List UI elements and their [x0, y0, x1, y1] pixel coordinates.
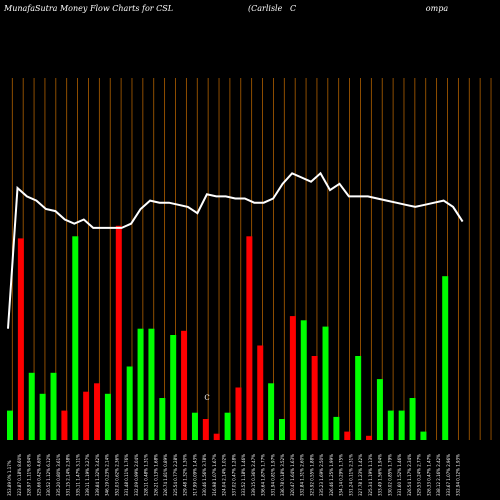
x-tick-label: 329.53 0.24% 2.77%	[417, 454, 422, 496]
money-flow-bar	[366, 435, 373, 440]
bar-series	[7, 225, 449, 440]
money-flow-bar	[7, 410, 13, 440]
money-flow-bar	[355, 356, 362, 440]
money-flow-bar	[159, 398, 166, 440]
money-flow-bar	[191, 412, 198, 440]
x-tick-label: 332.09 0.99% 2.04%	[134, 454, 139, 496]
x-tick-label: 330.52 1.12% 6.12%	[46, 454, 51, 496]
money-flow-bar	[387, 410, 394, 440]
money-flow-bar	[83, 391, 90, 440]
x-tick-label: 328.97 1.11% 8.94%	[27, 454, 32, 496]
money-flow-bar	[279, 419, 285, 440]
money-flow-bar	[235, 387, 242, 440]
money-flow-bar	[50, 372, 57, 440]
x-tick-label: 336.78 0.18% 3.52%	[280, 454, 285, 496]
money-flow-bar	[398, 410, 405, 440]
x-tick-label: 326.74 1.81% 0.89%	[163, 454, 168, 496]
money-flow-bar	[409, 398, 416, 440]
money-flow-bar	[17, 238, 24, 440]
center-label: C	[204, 394, 209, 402]
price-line	[7, 171, 464, 329]
x-tick-label: 338.12 2.16% 2.42%	[436, 454, 441, 496]
money-flow-bar	[257, 345, 264, 440]
x-tick-label: 331.48 0.11% 1.76%	[124, 454, 129, 496]
x-tick-label: 332.84 1.31% 2.60%	[300, 454, 305, 496]
x-tick-label: 320.47 1.64% 1.63%	[290, 454, 295, 496]
x-tick-label: 325.66 0.42% 4.60%	[36, 454, 41, 496]
money-flow-bar	[300, 320, 307, 440]
money-flow-bar	[420, 431, 427, 440]
money-flow-bar	[72, 236, 79, 440]
money-flow-bar	[104, 393, 111, 440]
money-flow-bar	[148, 328, 155, 440]
money-flow-bar	[94, 383, 101, 440]
x-tick-label: 316.98 1.07% 1.67%	[212, 454, 217, 496]
x-tick-label: 326.46 1.25% 1.99%	[329, 454, 334, 496]
x-tick-label: 346.19 0.23% 2.14%	[105, 454, 110, 496]
x-tick-label: 327.78 1.23% 1.42%	[358, 454, 363, 496]
x-tick-label: 335.11 1.47% 3.11%	[75, 454, 80, 496]
money-flow-bar	[344, 431, 351, 440]
x-tick-label: 332.94 0.12% 1.93%	[456, 454, 461, 496]
money-flow-bar	[170, 335, 177, 440]
x-tick-label: 353.89 0% 1.17%	[7, 460, 12, 496]
x-tick-label: 330.02 0.85% 1.79%	[387, 454, 392, 496]
x-tick-label: 326.21 0.13% 1.68%	[153, 454, 158, 496]
money-flow-bar	[224, 412, 231, 440]
money-flow-bar	[115, 225, 122, 440]
money-flow-bar	[311, 356, 318, 440]
x-tick-label: 329.48 1.32% 1.30%	[183, 454, 188, 496]
x-tick-labels: 353.89 0% 1.17% 323.87 0.18% 8.60% 328.97 …	[7, 454, 461, 496]
money-flow-bar	[246, 236, 253, 440]
x-tick-label: 323.87 0.18% 8.60%	[17, 454, 22, 496]
money-flow-bar	[126, 366, 133, 440]
x-tick-label: 331.15 2.14% 2.38%	[66, 454, 71, 496]
money-flow-bar	[376, 379, 383, 440]
chart-title: MunafaSutra Money Flow Charts for CSL	[4, 4, 174, 13]
money-flow-bar	[289, 316, 296, 440]
x-tick-label: 333.67 1.07% 2.96%	[446, 454, 451, 496]
x-tick-label: 335.23 1.69% 2.50%	[319, 454, 324, 496]
x-tick-label: 326.54 1.17% 2.34%	[407, 454, 412, 496]
money-flow-bar	[333, 416, 340, 440]
x-tick-label: 339.84 1.32% 3.42%	[95, 454, 100, 496]
x-tick-label: 339.15 0.36% 2.47%	[251, 454, 256, 496]
money-flow-bar	[28, 372, 35, 440]
money-flow-bar	[213, 433, 220, 440]
x-tick-label: 339.11 1.19% 3.27%	[85, 454, 90, 496]
money-flow-bar	[137, 328, 144, 440]
x-tick-label: 331.24 0.11% 2.31%	[348, 454, 353, 496]
money-flow-bar	[322, 326, 329, 440]
x-tick-label: 334.14 0.29% 1.75%	[339, 454, 344, 496]
x-tick-label: 331.60 1.52% 1.46%	[397, 454, 402, 496]
money-flow-bar	[181, 330, 188, 440]
x-tick-label: 336.64 1.87% 1.77%	[261, 454, 266, 496]
x-tick-label: 352.03 0.62% 2.36%	[114, 454, 119, 496]
x-tick-label: 333.52 1.18% 1.46%	[241, 454, 246, 496]
money-flow-bar	[442, 276, 449, 440]
x-tick-label: 337.02 0.47% 1.28%	[231, 454, 236, 496]
money-flow-bar	[202, 419, 209, 440]
chart-subtitle: (Carlisle C ompa	[248, 4, 449, 13]
x-tick-label: 326.33 0.47% 1.47%	[426, 454, 431, 496]
price-line-series	[7, 171, 464, 329]
x-tick-label: 323.92 0.55% 1.88%	[309, 454, 314, 496]
x-tick-label: 317.99 0.09% 1.43%	[192, 454, 197, 496]
x-tick-label: 333.49 1.56% 1.94%	[378, 454, 383, 496]
x-tick-label: 328.11 0.48% 1.31%	[144, 454, 149, 496]
money-flow-bar	[61, 410, 68, 440]
grid-lines	[11, 78, 492, 440]
x-tick-label: 330.46 1.56% 3.78%	[202, 454, 207, 496]
x-tick-label: 325.54 0.77% 2.28%	[173, 454, 178, 496]
money-flow-bar	[268, 383, 275, 440]
x-tick-label: 335.20 0.80% 3.61%	[56, 454, 61, 496]
money-flow-bar	[39, 393, 46, 440]
x-tick-label: 325.34 1.19% 1.13%	[368, 454, 373, 496]
x-tick-label: 324.04 2.14% 1.02%	[222, 454, 227, 496]
x-tick-label: 331.94 0.81% 1.97%	[270, 454, 275, 496]
